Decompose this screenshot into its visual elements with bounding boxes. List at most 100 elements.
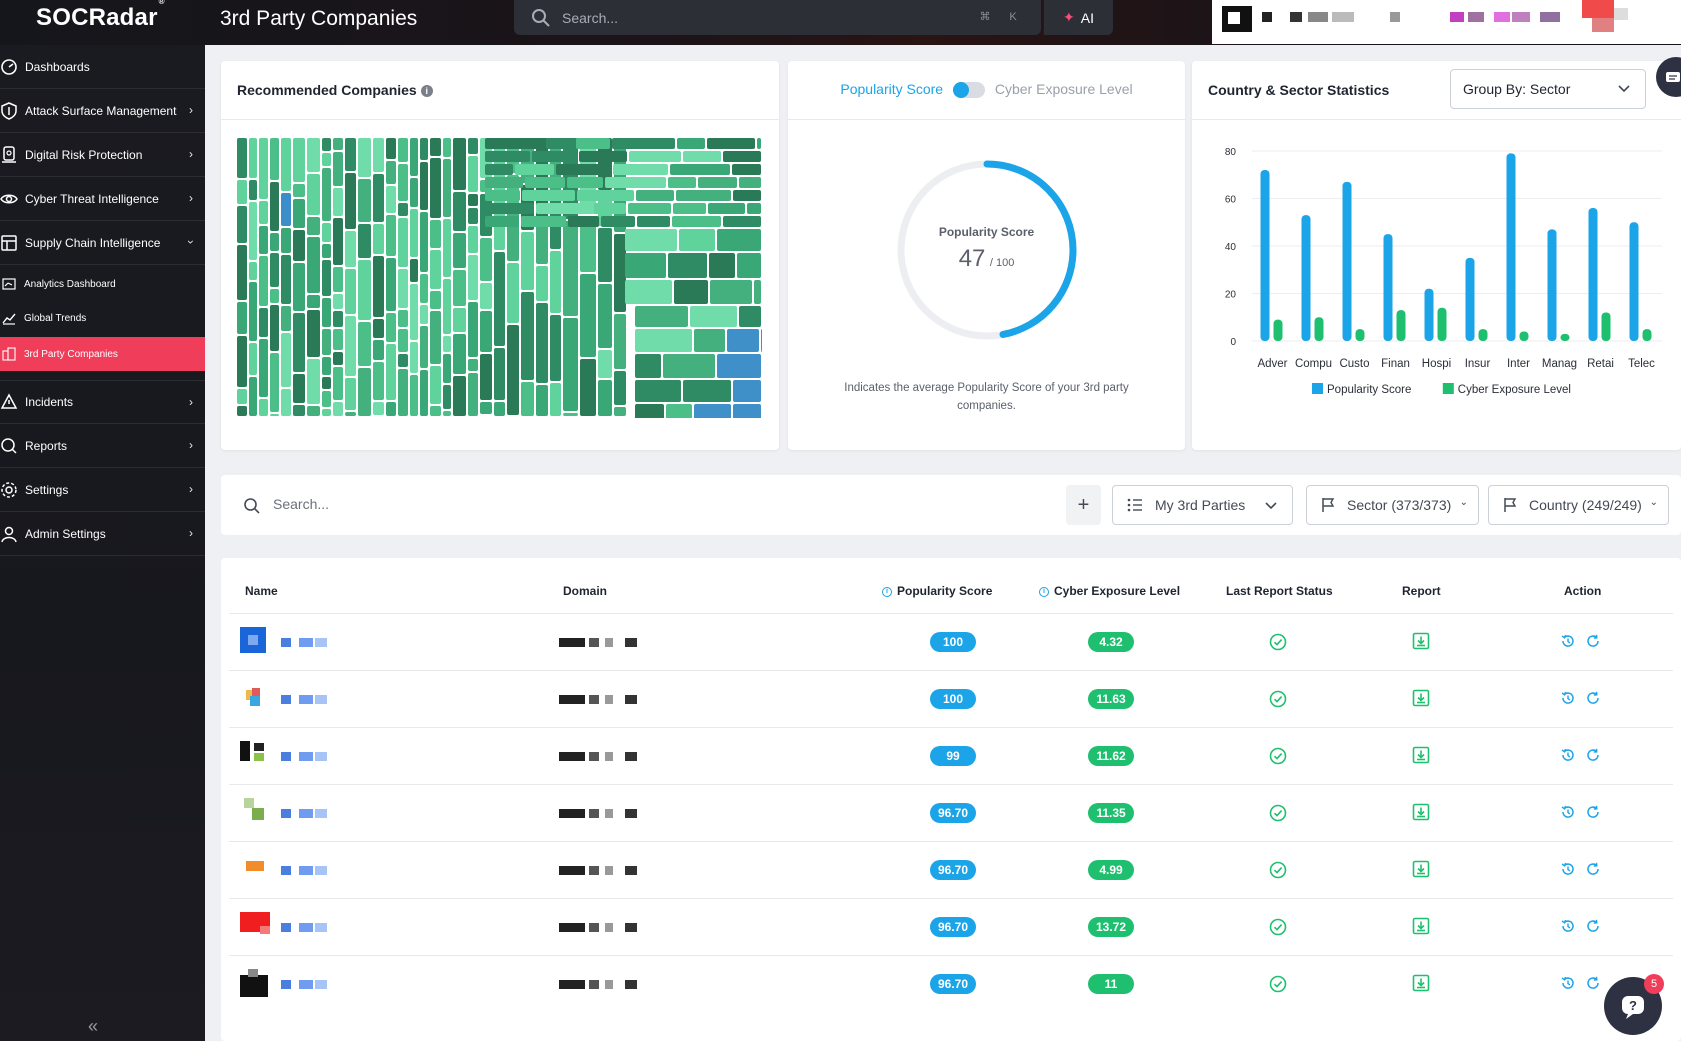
download-report-icon[interactable] [1412,917,1430,935]
score-toggle[interactable]: Popularity Score Cyber Exposure Level [788,81,1185,99]
sidebar-item-attack-surface[interactable]: Attack Surface Management › [0,89,205,133]
download-report-icon[interactable] [1412,974,1430,992]
treemap-tile [237,180,247,204]
sidebar-subitem-global-trends[interactable]: Global Trends [0,301,205,335]
toggle-popularity-label[interactable]: Popularity Score [840,81,944,97]
treemap-tile [430,406,441,416]
download-report-icon[interactable] [1412,860,1430,878]
history-icon[interactable] [1560,804,1576,820]
user-toolbar[interactable] [1212,0,1681,44]
treemap-tile [237,336,247,387]
collapse-sidebar-icon[interactable]: « [88,1016,99,1036]
search-icon [244,498,260,514]
company-name-redacted[interactable] [281,638,341,648]
company-logo [240,684,270,714]
refresh-icon[interactable] [1585,690,1601,706]
download-report-icon[interactable] [1412,803,1430,821]
refresh-icon[interactable] [1585,975,1601,991]
refresh-icon[interactable] [1585,861,1601,877]
history-icon[interactable] [1560,861,1576,877]
refresh-icon[interactable] [1585,633,1601,649]
company-search-input[interactable]: Search... [273,496,330,512]
sidebar-item-admin-settings[interactable]: Admin Settings › [0,512,205,556]
bar-exposure [1478,329,1488,341]
check-circle-icon [1269,633,1287,651]
column-header-action[interactable]: Action [1564,584,1602,598]
treemap-tile [420,326,428,368]
history-icon[interactable] [1560,747,1576,763]
table-row[interactable]: 96.70 13.72 [229,898,1673,955]
download-report-icon[interactable] [1412,746,1430,764]
table-row[interactable]: 99 11.62 [229,727,1673,784]
treemap-tile [270,182,279,231]
sidebar-item-digital-risk[interactable]: Digital Risk Protection › [0,133,205,177]
country-filter-select[interactable]: Country (249/249) ⌄ [1488,485,1669,525]
history-icon[interactable] [1560,918,1576,934]
company-treemap[interactable] [237,138,763,418]
company-name-redacted[interactable] [281,980,341,990]
company-name-redacted[interactable] [281,866,341,876]
treemap-tile [614,234,626,312]
popularity-score-badge: 99 [930,746,976,766]
notification-badge: 5 [1644,974,1664,994]
history-icon[interactable] [1560,690,1576,706]
add-company-button[interactable]: + [1066,485,1101,525]
company-name-redacted[interactable] [281,809,341,819]
column-header-exposure[interactable]: i Cyber Exposure Level [1039,584,1180,598]
treemap-tile [373,256,384,317]
brand-logo[interactable]: SOCRadar® [36,0,165,31]
ai-button[interactable]: ✦ AI [1043,0,1113,35]
group-by-select[interactable]: Group By: Sector [1450,69,1646,109]
treemap-tile [293,313,305,372]
treemap-tile [293,405,305,416]
toggle-exposure-label[interactable]: Cyber Exposure Level [994,81,1133,97]
global-search-input[interactable]: Search... ⌘ K [514,0,1041,35]
info-icon[interactable]: i [420,85,433,98]
treemap-tile [594,203,626,214]
sidebar-item-incidents[interactable]: Incidents › [0,380,205,424]
company-name-redacted[interactable] [281,923,341,933]
table-row[interactable]: 96.70 11.35 [229,784,1673,841]
column-header-status[interactable]: Last Report Status [1226,584,1333,598]
company-name-redacted[interactable] [281,695,341,705]
column-header-domain[interactable]: Domain [563,584,608,598]
treemap-tile [614,314,626,369]
refresh-icon[interactable] [1585,747,1601,763]
my-3rd-parties-select[interactable]: My 3rd Parties [1112,485,1293,525]
table-row[interactable]: 96.70 11 [229,955,1673,1012]
sidebar-item-label: Admin Settings [25,526,106,541]
score-toggle-switch[interactable] [952,82,985,99]
table-row[interactable]: 100 4.32 [229,613,1673,670]
history-icon[interactable] [1560,975,1576,991]
treemap-tile [683,151,721,162]
download-report-icon[interactable] [1412,632,1430,650]
sidebar-item-label: Cyber Threat Intelligence [25,191,159,206]
sidebar-subitem-analytics[interactable]: Analytics Dashboard [0,267,205,301]
refresh-icon[interactable] [1585,804,1601,820]
sidebar-item-settings[interactable]: Settings › [0,468,205,512]
column-header-popularity[interactable]: i Popularity Score [882,584,992,598]
x-tick-label: Hospi [1422,358,1451,370]
side-panel-tab[interactable] [1656,57,1681,97]
sidebar: Dashboards Attack Surface Management › D… [0,45,205,1041]
refresh-icon[interactable] [1585,918,1601,934]
treemap-tile [333,294,343,309]
table-row[interactable]: 100 11.63 [229,670,1673,727]
treemap-tile [698,177,737,188]
sidebar-subitem-3rd-party[interactable]: 3rd Party Companies [0,337,205,371]
sidebar-item-supply-chain[interactable]: Supply Chain Intelligence › [0,221,205,265]
chat-icon [1666,72,1680,82]
column-header-name[interactable]: Name [245,584,278,598]
sidebar-item-threat-intel[interactable]: Cyber Threat Intelligence › [0,177,205,221]
treemap-tile [480,402,492,414]
company-name-redacted[interactable] [281,752,341,762]
table-row[interactable]: 96.70 4.99 [229,841,1673,898]
sector-filter-select[interactable]: Sector (373/373) ⌄ [1306,485,1479,525]
download-report-icon[interactable] [1412,689,1430,707]
sidebar-item-reports[interactable]: Reports › [0,424,205,468]
column-header-report[interactable]: Report [1402,584,1441,598]
sidebar-item-dashboards[interactable]: Dashboards [0,45,205,89]
treemap-tile [521,382,534,416]
history-icon[interactable] [1560,633,1576,649]
treemap-tile [333,329,343,350]
